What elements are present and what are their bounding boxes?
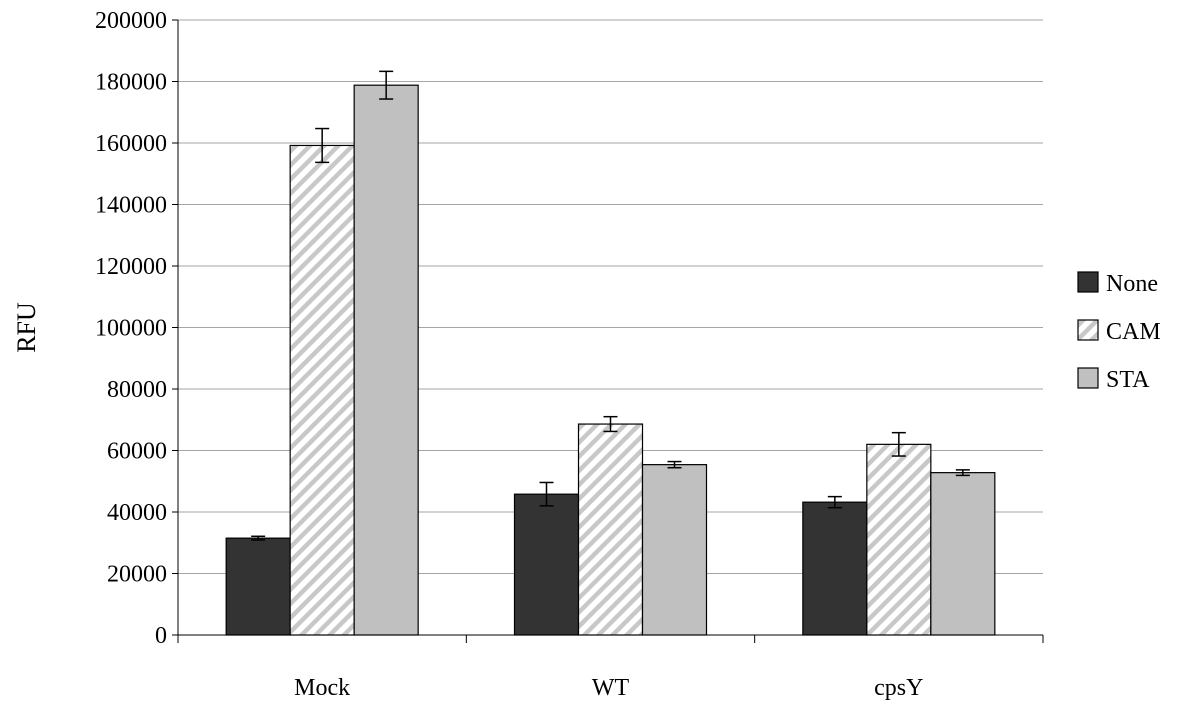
y-tick-label: 140000 [95,193,167,219]
labels: 0 20000 40000 60000 80000 100000 120000 140000 1… [12,8,923,701]
y-tick-label: 40000 [107,500,167,526]
y-tick-label: 160000 [95,131,167,157]
y-tick-label: 20000 [107,562,167,588]
y-tick-label: 180000 [95,70,167,96]
legend-label-none: None [1106,271,1158,297]
x-category-label: WT [592,675,630,701]
legend-swatch-none [1077,271,1099,293]
legend-swatch-sta [1077,367,1099,389]
bar-cam-mock [289,144,355,636]
y-tick-label: 120000 [95,254,167,280]
legend: None CAM STA [1077,271,1161,393]
bars [225,70,996,636]
x-category-label: cpsY [874,675,923,701]
y-tick-label: 0 [155,623,167,649]
legend-swatch-cam [1077,319,1099,341]
y-tick-label: 200000 [95,8,167,34]
bar-none-wt [513,493,580,636]
bar-sta-mock [353,84,419,636]
y-tick-label: 80000 [107,377,167,403]
bar-none-mock [225,537,291,636]
y-axis-title: RFU [12,302,41,353]
bar-sta-wt [641,464,708,636]
y-tick-label: 100000 [95,316,167,342]
legend-label-cam: CAM [1106,319,1161,345]
bar-none-cpsy [802,501,868,636]
axes [172,19,1044,643]
bar-cam-cpsy [866,443,932,636]
bar-sta-cpsy [930,472,996,636]
y-tick-label: 60000 [107,439,167,465]
x-category-label: Mock [294,675,350,701]
legend-label-sta: STA [1106,367,1150,393]
bar-cam-wt [577,423,644,636]
